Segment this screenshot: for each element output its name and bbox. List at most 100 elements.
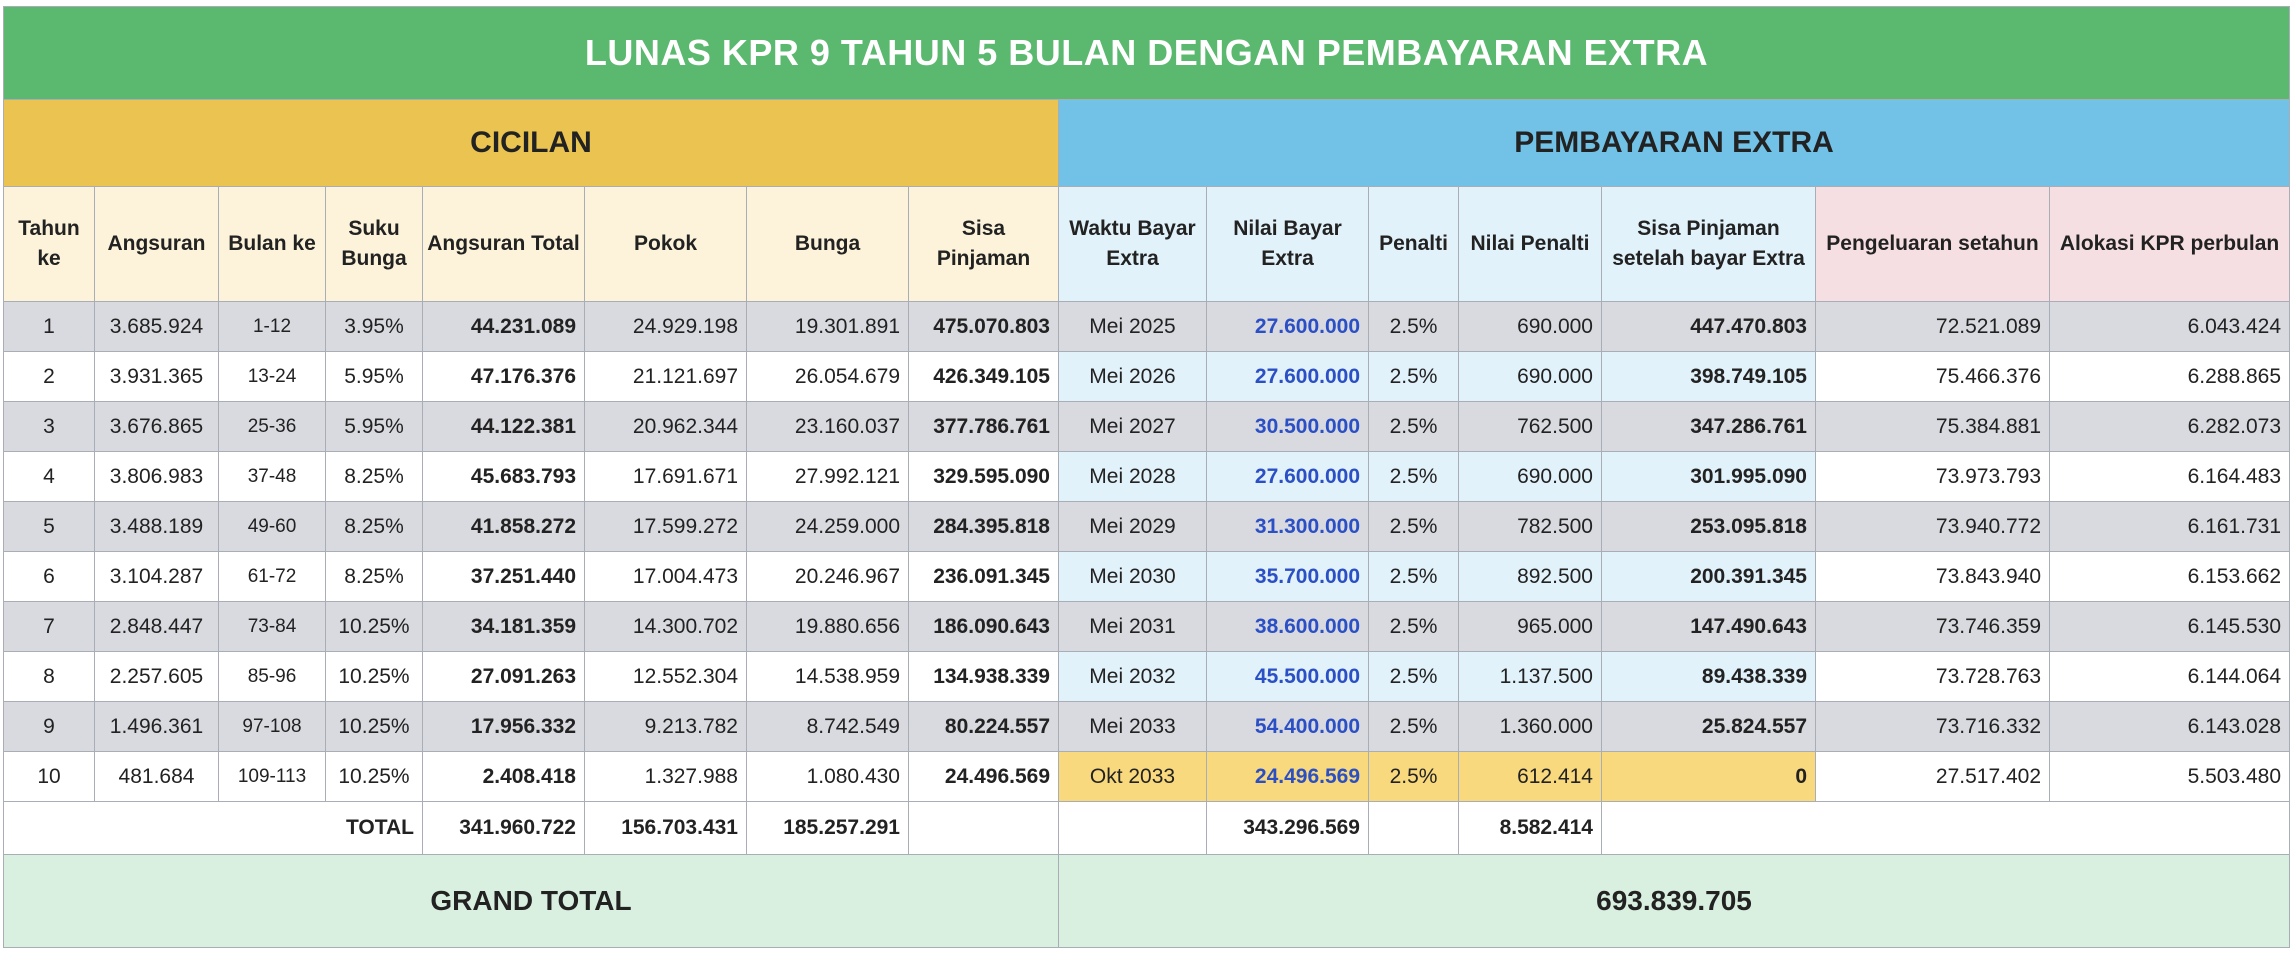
cell-sisa-setelah: 301.995.090 bbox=[1601, 451, 1816, 502]
header-sisa-setelah-extra: Sisa Pinjaman setelah bayar Extra bbox=[1601, 186, 1816, 302]
cell-tahun: 10 bbox=[3, 751, 95, 802]
cell-bulan: 61-72 bbox=[218, 551, 326, 602]
cell-pokok: 17.691.671 bbox=[584, 451, 747, 502]
cell-bunga: 27.992.121 bbox=[746, 451, 909, 502]
cell-tahun: 6 bbox=[3, 551, 95, 602]
cell-suku-bunga: 10.25% bbox=[325, 651, 423, 702]
cell-nilai-penalti: 782.500 bbox=[1458, 501, 1602, 552]
cell-angsuran: 3.806.983 bbox=[94, 451, 219, 502]
cell-pokok: 21.121.697 bbox=[584, 351, 747, 402]
cell-angsuran-total: 2.408.418 bbox=[422, 751, 585, 802]
cell-sisa-pinjaman: 236.091.345 bbox=[908, 551, 1059, 602]
cell-sisa-setelah: 200.391.345 bbox=[1601, 551, 1816, 602]
cell-alokasi: 6.153.662 bbox=[2048, 551, 2291, 602]
cell-waktu: Mei 2032 bbox=[1058, 651, 1207, 702]
cell-alokasi: 6.288.865 bbox=[2048, 351, 2291, 402]
cell-suku-bunga: 8.25% bbox=[325, 551, 423, 602]
cell-angsuran: 1.496.361 bbox=[94, 701, 219, 752]
cell-bulan: 97-108 bbox=[218, 701, 326, 752]
table-row: 2 3.931.365 13-24 5.95% 47.176.376 21.12… bbox=[3, 351, 2291, 402]
cell-alokasi: 6.164.483 bbox=[2048, 451, 2291, 502]
grand-total-row: GRAND TOTAL 693.839.705 bbox=[3, 854, 2291, 948]
cell-pokok: 17.004.473 bbox=[584, 551, 747, 602]
cell-sisa-pinjaman: 426.349.105 bbox=[908, 351, 1059, 402]
total-waktu-empty bbox=[1058, 801, 1207, 855]
cell-suku-bunga: 8.25% bbox=[325, 451, 423, 502]
page-title: LUNAS KPR 9 TAHUN 5 BULAN DENGAN PEMBAYA… bbox=[2, 6, 2291, 100]
cell-tahun: 7 bbox=[3, 601, 95, 652]
cell-bunga: 1.080.430 bbox=[746, 751, 909, 802]
cell-nilai-bayar: 31.300.000 bbox=[1206, 501, 1369, 552]
cell-bunga: 24.259.000 bbox=[746, 501, 909, 552]
cell-nilai-penalti: 1.360.000 bbox=[1458, 701, 1602, 752]
cell-pokok: 14.300.702 bbox=[584, 601, 747, 652]
cell-nilai-bayar: 45.500.000 bbox=[1206, 651, 1369, 702]
cell-sisa-pinjaman: 80.224.557 bbox=[908, 701, 1059, 752]
header-nilai-penalti: Nilai Penalti bbox=[1458, 186, 1602, 302]
cell-nilai-bayar: 27.600.000 bbox=[1206, 301, 1369, 352]
cell-nilai-penalti: 690.000 bbox=[1458, 451, 1602, 502]
cell-bulan: 25-36 bbox=[218, 401, 326, 452]
header-sisa-pinjaman: Sisa Pinjaman bbox=[908, 186, 1059, 302]
cell-angsuran-total: 45.683.793 bbox=[422, 451, 585, 502]
header-bulan: Bulan ke bbox=[218, 186, 326, 302]
cell-angsuran-total: 37.251.440 bbox=[422, 551, 585, 602]
cell-nilai-penalti: 965.000 bbox=[1458, 601, 1602, 652]
cell-waktu: Mei 2025 bbox=[1058, 301, 1207, 352]
cell-pengeluaran: 73.843.940 bbox=[1815, 551, 2050, 602]
cell-angsuran-total: 27.091.263 bbox=[422, 651, 585, 702]
cell-sisa-pinjaman: 329.595.090 bbox=[908, 451, 1059, 502]
cell-nilai-bayar: 38.600.000 bbox=[1206, 601, 1369, 652]
cell-angsuran: 481.684 bbox=[94, 751, 219, 802]
cell-waktu: Mei 2029 bbox=[1058, 501, 1207, 552]
table-row: 10 481.684 109-113 10.25% 2.408.418 1.32… bbox=[3, 751, 2291, 802]
cell-angsuran-total: 44.122.381 bbox=[422, 401, 585, 452]
cell-penalti: 2.5% bbox=[1368, 551, 1459, 602]
cell-bunga: 20.246.967 bbox=[746, 551, 909, 602]
header-bunga: Bunga bbox=[746, 186, 909, 302]
grand-total-label: GRAND TOTAL bbox=[3, 854, 1059, 948]
cell-waktu: Mei 2026 bbox=[1058, 351, 1207, 402]
cell-alokasi: 6.145.530 bbox=[2048, 601, 2291, 652]
cell-bunga: 14.538.959 bbox=[746, 651, 909, 702]
cell-nilai-penalti: 690.000 bbox=[1458, 351, 1602, 402]
header-penalti: Penalti bbox=[1368, 186, 1459, 302]
section-cicilan: CICILAN bbox=[3, 99, 1059, 187]
cell-pengeluaran: 73.973.793 bbox=[1815, 451, 2050, 502]
cell-nilai-bayar: 27.600.000 bbox=[1206, 351, 1369, 402]
cell-angsuran-total: 47.176.376 bbox=[422, 351, 585, 402]
cell-pokok: 24.929.198 bbox=[584, 301, 747, 352]
kpr-table: LUNAS KPR 9 TAHUN 5 BULAN DENGAN PEMBAYA… bbox=[2, 6, 2291, 948]
section-pembayaran-extra: PEMBAYARAN EXTRA bbox=[1057, 99, 2291, 187]
cell-bulan: 109-113 bbox=[218, 751, 326, 802]
cell-waktu: Mei 2027 bbox=[1058, 401, 1207, 452]
cell-pengeluaran: 73.716.332 bbox=[1815, 701, 2050, 752]
total-nilai-bayar: 343.296.569 bbox=[1206, 801, 1369, 855]
cell-angsuran: 3.104.287 bbox=[94, 551, 219, 602]
cell-bunga: 19.301.891 bbox=[746, 301, 909, 352]
table-row: 6 3.104.287 61-72 8.25% 37.251.440 17.00… bbox=[3, 551, 2291, 602]
cell-tahun: 8 bbox=[3, 651, 95, 702]
cell-sisa-setelah: 25.824.557 bbox=[1601, 701, 1816, 752]
table-row: 9 1.496.361 97-108 10.25% 17.956.332 9.2… bbox=[3, 701, 2291, 752]
cell-waktu: Mei 2033 bbox=[1058, 701, 1207, 752]
cell-sisa-setelah: 253.095.818 bbox=[1601, 501, 1816, 552]
total-sisa-empty bbox=[908, 801, 1059, 855]
cell-pengeluaran: 73.728.763 bbox=[1815, 651, 2050, 702]
table-row: 3 3.676.865 25-36 5.95% 44.122.381 20.96… bbox=[3, 401, 2291, 452]
cell-pengeluaran: 72.521.089 bbox=[1815, 301, 2050, 352]
header-suku-bunga: Suku Bunga bbox=[325, 186, 423, 302]
cell-penalti: 2.5% bbox=[1368, 701, 1459, 752]
cell-pokok: 20.962.344 bbox=[584, 401, 747, 452]
cell-nilai-penalti: 612.414 bbox=[1458, 751, 1602, 802]
cell-waktu: Mei 2028 bbox=[1058, 451, 1207, 502]
cell-bulan: 37-48 bbox=[218, 451, 326, 502]
cell-penalti: 2.5% bbox=[1368, 751, 1459, 802]
header-angsuran: Angsuran bbox=[94, 186, 219, 302]
cell-sisa-setelah: 447.470.803 bbox=[1601, 301, 1816, 352]
cell-sisa-setelah: 398.749.105 bbox=[1601, 351, 1816, 402]
cell-tahun: 5 bbox=[3, 501, 95, 552]
cell-angsuran-total: 44.231.089 bbox=[422, 301, 585, 352]
cell-penalti: 2.5% bbox=[1368, 451, 1459, 502]
cell-pokok: 1.327.988 bbox=[584, 751, 747, 802]
